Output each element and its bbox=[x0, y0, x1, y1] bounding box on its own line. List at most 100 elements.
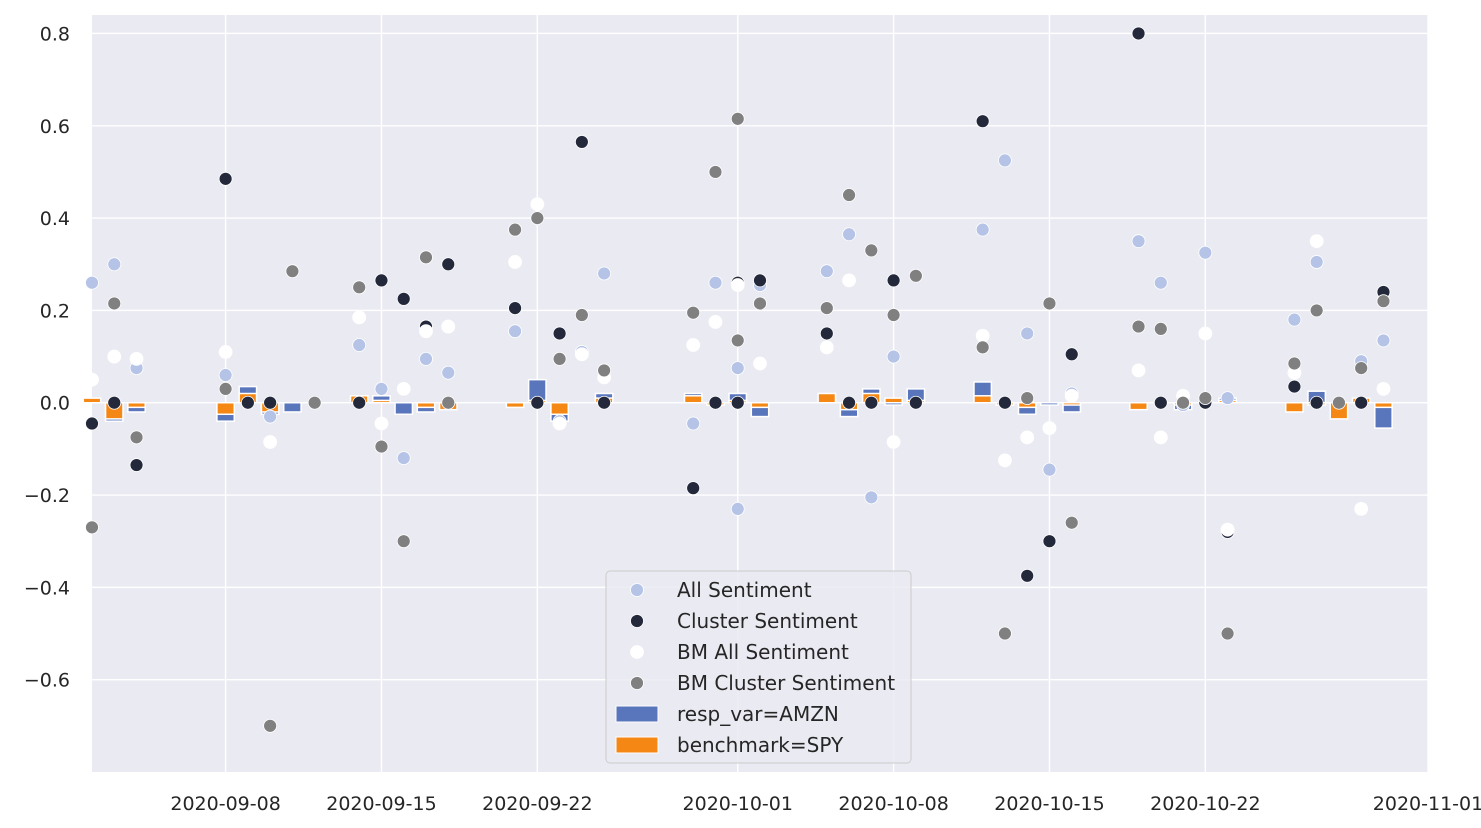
point-cluster_sentiment bbox=[1042, 534, 1057, 549]
y-tick-label: 0.0 bbox=[40, 393, 70, 415]
bar-benchmark bbox=[750, 401, 770, 409]
legend-marker-all_sentiment bbox=[630, 583, 644, 597]
point-bm_all_sentiment bbox=[263, 435, 278, 449]
point-cluster_sentiment bbox=[374, 273, 389, 288]
x-tick-label: 2020-11-01 bbox=[1373, 793, 1481, 815]
point-all_sentiment bbox=[1020, 326, 1035, 341]
legend-marker-cluster_sentiment bbox=[630, 614, 644, 628]
y-axis: 0.8 0.6 0.4 0.2 0.0 −0.2 −0.4 −0.6 bbox=[24, 23, 70, 691]
legend-label: BM All Sentiment bbox=[677, 640, 849, 664]
point-bm_cluster_sentiment bbox=[508, 222, 522, 237]
bar-benchmark bbox=[127, 401, 146, 409]
point-cluster_sentiment bbox=[441, 257, 456, 272]
point-bm_all_sentiment bbox=[886, 435, 901, 449]
point-cluster_sentiment bbox=[1354, 395, 1369, 410]
point-bm_all_sentiment bbox=[574, 347, 589, 362]
point-bm_all_sentiment bbox=[396, 381, 411, 396]
legend-marker-benchmark bbox=[615, 736, 659, 754]
point-cluster_sentiment bbox=[975, 114, 990, 129]
point-all_sentiment bbox=[1131, 234, 1146, 249]
point-bm_cluster_sentiment bbox=[708, 165, 723, 179]
y-tick-label: 0.8 bbox=[40, 23, 70, 45]
point-bm_cluster_sentiment bbox=[307, 395, 322, 410]
x-tick-label: 2020-09-15 bbox=[326, 793, 436, 815]
point-bm_cluster_sentiment bbox=[1020, 391, 1035, 406]
point-all_sentiment bbox=[998, 153, 1012, 168]
point-cluster_sentiment bbox=[218, 171, 233, 186]
point-bm_all_sentiment bbox=[1220, 522, 1235, 537]
point-all_sentiment bbox=[263, 409, 278, 424]
bar-benchmark bbox=[505, 401, 525, 409]
point-all_sentiment bbox=[1220, 391, 1235, 406]
bar-benchmark bbox=[550, 401, 570, 416]
point-cluster_sentiment bbox=[1287, 379, 1302, 394]
point-bm_all_sentiment bbox=[1020, 430, 1035, 445]
point-all_sentiment bbox=[419, 351, 433, 366]
point-bm_cluster_sentiment bbox=[819, 301, 834, 316]
point-bm_all_sentiment bbox=[352, 310, 367, 325]
point-all_sentiment bbox=[886, 349, 901, 364]
legend-marker-resp_var bbox=[615, 705, 659, 723]
point-bm_cluster_sentiment bbox=[1220, 626, 1235, 641]
bar-resp_var bbox=[282, 401, 302, 413]
point-cluster_sentiment bbox=[1020, 568, 1035, 583]
point-bm_all_sentiment bbox=[441, 319, 456, 334]
point-cluster_sentiment bbox=[753, 273, 767, 288]
point-cluster_sentiment bbox=[396, 291, 411, 306]
point-bm_all_sentiment bbox=[1354, 501, 1369, 516]
point-bm_cluster_sentiment bbox=[1153, 321, 1168, 336]
x-axis: 2020-09-08 2020-09-15 2020-09-22 2020-10-01… bbox=[170, 793, 1481, 815]
point-all_sentiment bbox=[842, 227, 856, 242]
point-bm_cluster_sentiment bbox=[1198, 391, 1213, 406]
point-all_sentiment bbox=[1153, 275, 1168, 290]
y-tick-label: 0.2 bbox=[40, 300, 70, 322]
point-bm_all_sentiment bbox=[1198, 326, 1213, 341]
point-cluster_sentiment bbox=[886, 273, 901, 288]
point-bm_cluster_sentiment bbox=[753, 296, 767, 311]
point-bm_all_sentiment bbox=[998, 453, 1012, 468]
point-bm_all_sentiment bbox=[1376, 381, 1391, 396]
bar-benchmark bbox=[1062, 401, 1082, 406]
point-bm_cluster_sentiment bbox=[1064, 515, 1079, 530]
bar-benchmark bbox=[683, 395, 703, 404]
point-bm_cluster_sentiment bbox=[263, 718, 278, 733]
x-tick-label: 2020-10-08 bbox=[838, 793, 948, 815]
bar-benchmark bbox=[416, 401, 436, 409]
point-bm_all_sentiment bbox=[842, 273, 856, 288]
point-bm_cluster_sentiment bbox=[530, 211, 545, 225]
point-cluster_sentiment bbox=[85, 416, 99, 431]
point-bm_cluster_sentiment bbox=[1176, 395, 1190, 410]
point-bm_cluster_sentiment bbox=[842, 188, 856, 202]
point-bm_all_sentiment bbox=[1153, 430, 1168, 445]
point-all_sentiment bbox=[708, 275, 723, 290]
point-all_sentiment bbox=[374, 381, 389, 396]
point-cluster_sentiment bbox=[263, 395, 278, 410]
point-bm_all_sentiment bbox=[374, 416, 389, 431]
point-all_sentiment bbox=[597, 266, 612, 281]
point-bm_cluster_sentiment bbox=[1376, 294, 1391, 309]
point-cluster_sentiment bbox=[819, 326, 834, 341]
point-bm_cluster_sentiment bbox=[396, 534, 411, 549]
y-tick-label: −0.6 bbox=[24, 670, 70, 692]
point-bm_all_sentiment bbox=[530, 197, 545, 212]
point-cluster_sentiment bbox=[574, 135, 589, 149]
point-bm_cluster_sentiment bbox=[686, 305, 701, 320]
y-tick-label: 0.6 bbox=[40, 116, 70, 138]
bar-benchmark bbox=[1284, 401, 1304, 413]
bar-benchmark bbox=[973, 395, 993, 404]
point-bm_cluster_sentiment bbox=[730, 333, 745, 348]
point-bm_cluster_sentiment bbox=[1131, 319, 1146, 334]
y-tick-label: 0.4 bbox=[40, 208, 70, 230]
point-all_sentiment bbox=[975, 222, 990, 237]
legend-box bbox=[605, 570, 912, 764]
point-bm_cluster_sentiment bbox=[597, 363, 612, 378]
bar-benchmark bbox=[82, 397, 102, 404]
point-bm_all_sentiment bbox=[552, 416, 567, 431]
point-cluster_sentiment bbox=[842, 395, 856, 410]
point-bm_cluster_sentiment bbox=[441, 395, 456, 410]
point-bm_cluster_sentiment bbox=[419, 250, 433, 265]
x-tick-label: 2020-10-01 bbox=[683, 793, 793, 815]
legend-marker-bm_cluster_sentiment bbox=[630, 676, 644, 690]
point-cluster_sentiment bbox=[552, 326, 567, 341]
